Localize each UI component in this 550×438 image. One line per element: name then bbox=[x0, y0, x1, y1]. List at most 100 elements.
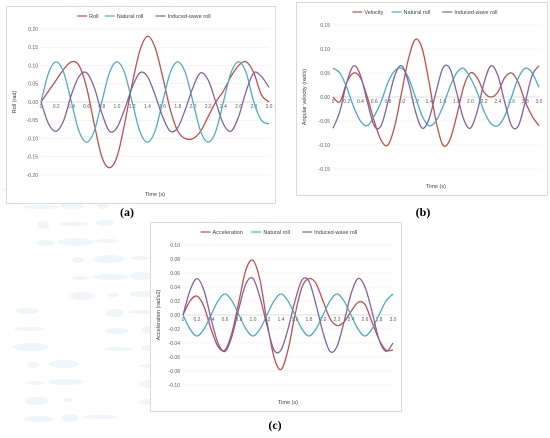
x-tick-label: 2.4 bbox=[220, 104, 227, 110]
caption-b: (b) bbox=[415, 205, 431, 219]
legend-entry: Induced-wave roll bbox=[314, 230, 357, 236]
y-axis-label: Acceleration (rad/s2) bbox=[156, 289, 162, 340]
x-tick-label: 0 bbox=[40, 104, 43, 110]
wash-blot bbox=[62, 398, 74, 402]
y-tick-label: 0.10 bbox=[28, 63, 38, 69]
wash-blot bbox=[72, 257, 84, 263]
wash-blot bbox=[61, 414, 79, 422]
x-tick-label: 3.0 bbox=[390, 317, 397, 323]
wash-blot bbox=[36, 240, 54, 246]
wash-blot bbox=[106, 309, 124, 317]
x-tick-label: 1.8 bbox=[306, 317, 313, 323]
x-tick-label: 2.8 bbox=[250, 104, 257, 110]
x-tick-label: 2.8 bbox=[376, 317, 383, 323]
x-tick-label: 1.0 bbox=[250, 317, 257, 323]
wash-blot bbox=[37, 221, 49, 229]
y-tick-label: 0.10 bbox=[170, 243, 180, 249]
wash-blot bbox=[15, 308, 39, 314]
x-tick-label: 0.2 bbox=[194, 317, 201, 323]
wash-blot bbox=[23, 205, 59, 209]
x-tick-label: 1.8 bbox=[453, 99, 460, 105]
x-tick-label: 1.4 bbox=[144, 104, 151, 110]
wash-blot bbox=[13, 343, 49, 351]
x-tick-label: 0.6 bbox=[83, 104, 90, 110]
x-tick-label: 2.0 bbox=[467, 99, 474, 105]
caption-c: (c) bbox=[268, 418, 282, 432]
x-tick-label: 0.4 bbox=[357, 99, 364, 105]
x-tick-label: 0.8 bbox=[98, 104, 105, 110]
series-line bbox=[182, 259, 394, 371]
wash-blot bbox=[131, 256, 149, 260]
y-tick-label: -0.05 bbox=[27, 118, 39, 124]
legend-entry: Natural roll bbox=[404, 10, 431, 16]
y-tick-label: -0.10 bbox=[27, 136, 39, 142]
x-tick-label: 2.6 bbox=[235, 104, 242, 110]
series-line bbox=[40, 61, 270, 143]
y-tick-label: -0.02 bbox=[169, 327, 181, 333]
x-tick-label: 0.8 bbox=[236, 317, 243, 323]
chart-b: 0.15 0.10 0.05 0.00 -0.05 -0.10 -0.15 0 0.2 0.4 0.… bbox=[302, 10, 543, 190]
y-tick-label: 0.08 bbox=[170, 257, 180, 263]
y-tick-label: -0.10 bbox=[319, 143, 331, 149]
wash-blot bbox=[59, 222, 89, 226]
y-tick-label: -0.06 bbox=[169, 355, 181, 361]
x-tick-label: 2.0 bbox=[190, 104, 197, 110]
wash-blot bbox=[107, 293, 119, 297]
x-tick-label: 1.2 bbox=[412, 99, 419, 105]
wash-blot bbox=[27, 362, 39, 368]
x-tick-label: 0.6 bbox=[222, 317, 229, 323]
y-tick-label: 0.20 bbox=[28, 27, 38, 33]
x-tick-label: 0 bbox=[332, 99, 335, 105]
x-tick-label: 0.2 bbox=[343, 99, 350, 105]
y-tick-label: -0.15 bbox=[27, 155, 39, 161]
series-line bbox=[332, 67, 540, 127]
wash-blot bbox=[105, 328, 129, 334]
y-tick-label: -0.04 bbox=[169, 341, 181, 347]
x-tick-label: 1.0 bbox=[114, 104, 121, 110]
series-line bbox=[332, 64, 540, 130]
x-tick-label: 2.0 bbox=[320, 317, 327, 323]
x-tick-label: 2.6 bbox=[362, 317, 369, 323]
x-tick-label: 1.6 bbox=[159, 104, 166, 110]
x-tick-label: 1.6 bbox=[292, 317, 299, 323]
wash-blot bbox=[93, 274, 129, 280]
series-line bbox=[182, 293, 394, 337]
y-tick-label: 0.15 bbox=[320, 23, 330, 29]
legend-entry: Natural roll bbox=[263, 230, 290, 236]
y-tick-label: 0.05 bbox=[320, 71, 330, 77]
legend-entry: Velocity bbox=[364, 10, 383, 16]
wash-blot bbox=[48, 379, 84, 385]
chart-panel-a: 0.20 0.15 0.10 0.05 0.00 -0.05 -0.10 -0.15 -0.20… bbox=[6, 6, 276, 204]
series-line bbox=[40, 35, 270, 169]
y-tick-label: -0.15 bbox=[319, 167, 331, 173]
wash-blot bbox=[94, 255, 124, 263]
chart-c: 0.10 0.08 0.06 0.04 0.02 0.00 -0.02 -0.04 -0.06 -… bbox=[156, 230, 397, 406]
x-tick-label: 2.6 bbox=[508, 99, 515, 105]
wash-blot bbox=[130, 272, 154, 280]
x-tick-label: 1.8 bbox=[174, 104, 181, 110]
wash-blot bbox=[70, 292, 94, 300]
series-line bbox=[40, 71, 270, 133]
x-tick-label: 3.0 bbox=[536, 99, 543, 105]
y-tick-label: 0.10 bbox=[320, 47, 330, 53]
wash-blot bbox=[25, 397, 49, 405]
x-tick-label: 1.6 bbox=[439, 99, 446, 105]
x-tick-label: 0.2 bbox=[53, 104, 60, 110]
wash-blot bbox=[83, 415, 119, 419]
legend-entry: Acceleration bbox=[213, 230, 243, 236]
chart-panel-b: 0.15 0.10 0.05 0.00 -0.05 -0.10 -0.15 0 0.2 0.4 0.… bbox=[296, 2, 548, 196]
x-tick-label: 1.4 bbox=[426, 99, 433, 105]
x-tick-label: 1.4 bbox=[278, 317, 285, 323]
x-axis-label: Time (s) bbox=[426, 184, 446, 190]
y-tick-label: 0.04 bbox=[170, 285, 180, 291]
y-tick-label: 0.06 bbox=[170, 271, 180, 277]
y-tick-label: -0.10 bbox=[169, 383, 181, 389]
legend-entry: Natural roll bbox=[117, 14, 144, 20]
y-axis-label: Roll (rad) bbox=[12, 91, 18, 114]
chart-panel-c: 0.10 0.08 0.06 0.04 0.02 0.00 -0.02 -0.04 -0.06 -… bbox=[150, 222, 402, 412]
wash-blot bbox=[49, 360, 79, 368]
x-tick-label: 2.4 bbox=[348, 317, 355, 323]
x-tick-label: 1.0 bbox=[398, 99, 405, 105]
y-tick-label: 0.05 bbox=[28, 82, 38, 88]
wash-blot bbox=[96, 220, 114, 226]
